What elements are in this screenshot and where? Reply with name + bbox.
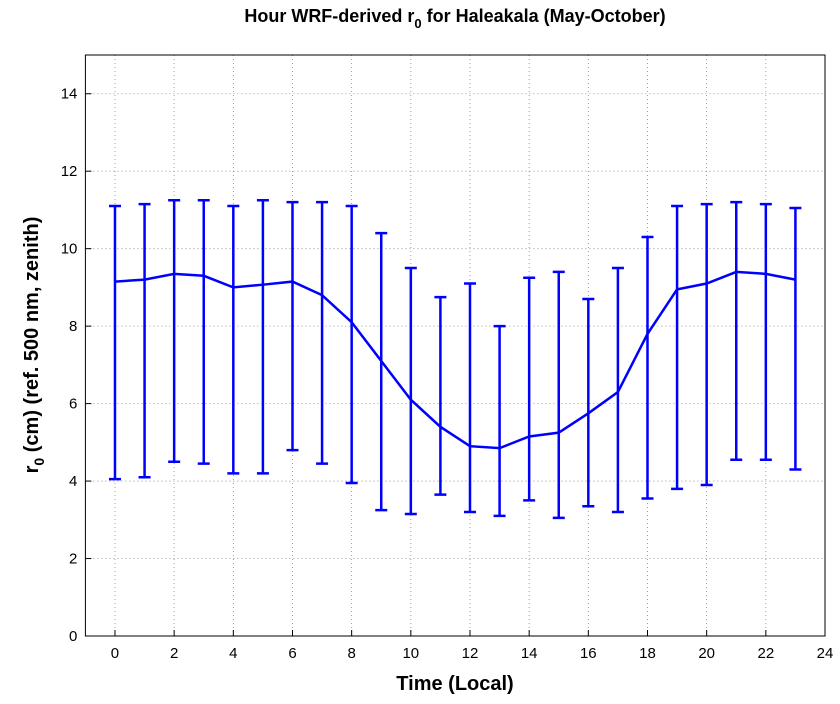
error-bar [582,297,595,508]
error-bar [286,200,299,452]
x-tick-label: 2 [170,645,178,662]
y-tick-label: 2 [69,551,77,568]
error-bar [197,199,210,465]
error-bar [759,202,772,462]
error-bar [641,235,654,500]
error-bar [138,202,151,479]
x-tick-label: 16 [580,645,597,662]
x-tick-label: 0 [111,645,119,662]
error-bar [404,266,417,516]
error-bar [434,295,447,496]
x-tick-label: 24 [817,645,834,662]
y-tick-label: 4 [69,473,77,490]
x-tick-label: 14 [521,645,538,662]
error-bar [493,324,506,518]
error-bar [375,231,388,512]
y-tick-label: 8 [69,318,77,335]
error-bar [552,270,565,520]
title-part: for Haleakala (May-October) [422,6,666,26]
y-tick-label: 0 [69,628,77,645]
y-tick-label: 10 [61,241,78,258]
x-tick-label: 18 [639,645,656,662]
error-bar [108,204,121,481]
y-tick-label: 6 [69,396,77,413]
x-axis-label: Time (Local) [396,673,513,695]
error-bar [523,276,536,502]
title-part: Hour WRF-derived r [244,6,414,26]
x-tick-label: 10 [402,645,419,662]
ylabel-part: r [21,465,43,473]
mean-line [114,270,796,450]
error-bar [256,199,269,475]
x-tick-label: 20 [698,645,715,662]
x-tick-label: 8 [347,645,355,662]
x-tick-label: 4 [229,645,237,662]
ylabel-subscript: 0 [31,458,47,466]
y-tick-label: 14 [61,86,78,103]
error-bar [789,206,802,471]
error-bar [168,199,181,463]
y-axis-label: r0 (cm) (ref. 500 nm, zenith) [21,217,47,474]
ylabel-part: (cm) (ref. 500 nm, zenith) [21,217,43,458]
y-tick-label: 12 [61,163,78,180]
plot-frame [84,54,826,637]
error-bar [671,204,684,491]
chart-title: Hour WRF-derived r0 for Haleakala (May-O… [244,6,665,31]
error-bar [463,282,476,514]
x-tick-label: 12 [462,645,479,662]
error-bar [227,204,240,475]
error-bar [730,200,743,462]
x-tick-label: 22 [757,645,774,662]
x-tick-label: 6 [288,645,296,662]
error-bar [700,202,713,487]
title-subscript: 0 [414,16,421,31]
error-bar [316,200,329,465]
error-bar [345,204,358,485]
